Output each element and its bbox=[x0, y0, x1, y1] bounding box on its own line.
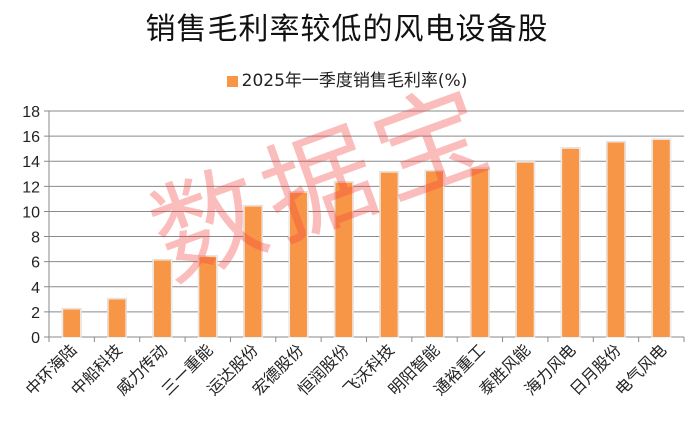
bar bbox=[289, 192, 307, 337]
bar bbox=[63, 309, 81, 337]
y-tick-label: 6 bbox=[31, 255, 40, 272]
bar bbox=[153, 260, 171, 337]
y-tick-label: 12 bbox=[22, 179, 40, 196]
y-tick-label: 18 bbox=[22, 104, 40, 121]
y-tick-label: 16 bbox=[22, 129, 40, 146]
legend-label: 2025年一季度销售毛利率(%) bbox=[241, 71, 468, 91]
bar bbox=[562, 148, 580, 337]
y-tick-label: 8 bbox=[31, 230, 40, 247]
legend-swatch bbox=[226, 76, 238, 87]
bar bbox=[335, 182, 353, 337]
watermark: 数据宝 bbox=[135, 63, 511, 304]
chart-legend: 2025年一季度销售毛利率(%) bbox=[0, 66, 694, 91]
bar bbox=[516, 162, 534, 337]
bar bbox=[426, 171, 444, 337]
chart-title: 销售毛利率较低的风电设备股 bbox=[145, 12, 549, 47]
bar bbox=[199, 256, 217, 337]
bar bbox=[108, 299, 126, 337]
y-tick-label: 14 bbox=[22, 154, 40, 171]
bar bbox=[380, 172, 398, 337]
y-tick-label: 2 bbox=[31, 305, 40, 322]
bar bbox=[244, 206, 262, 337]
bar bbox=[471, 168, 489, 337]
bar bbox=[607, 142, 625, 337]
y-tick-label: 4 bbox=[31, 280, 40, 297]
y-tick-label: 0 bbox=[31, 330, 40, 347]
bar bbox=[652, 139, 670, 337]
x-tick-label: 电气风电 bbox=[611, 340, 670, 399]
y-tick-label: 10 bbox=[22, 204, 40, 221]
